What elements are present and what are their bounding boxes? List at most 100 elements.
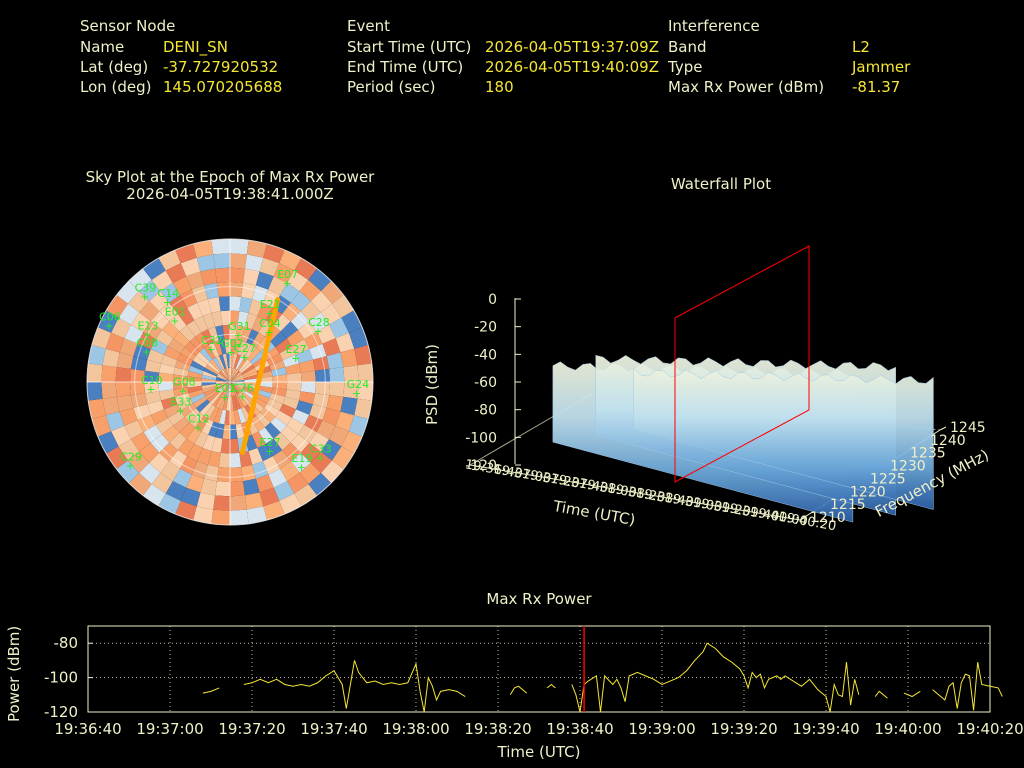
sky-cell [230,410,236,425]
sky-cell [222,395,229,411]
wf-highlight-plane [674,245,810,483]
sky-cell [212,357,223,371]
sky-cell [226,382,230,397]
sky-cell [341,431,363,454]
satellite-label: C39 [135,282,157,295]
sky-cell [192,396,208,409]
sky-cell [205,389,219,400]
sky-cell [309,343,327,360]
sky-cell [187,385,203,394]
sky-cell [195,399,210,413]
sky-cell [230,382,244,390]
sky-cell [124,324,144,344]
wf-freq-tick-label: 1235 [910,446,946,462]
sky-cell [340,396,358,416]
sky-cell [224,339,230,354]
satellite-label: C27 [234,342,256,355]
sky-cell [224,382,230,396]
satellite-label: G08 [173,375,196,388]
sky-cell [151,472,173,494]
sky-cell [237,408,247,424]
sky-cell [299,279,322,302]
sky-cell [127,290,150,313]
power-ticks: 19:36:40 19:37:00 19:37:20 19:37:40 19:38:00… [44,634,1024,738]
sensor-name-value: DENI_SN [163,38,228,56]
sky-cell [265,438,283,457]
sky-cell [216,281,230,297]
sky-cell [250,351,265,365]
sky-cell [230,382,241,394]
sky-cell [150,409,169,425]
power-line-segment [202,687,220,694]
sky-cell [230,253,247,269]
sky-cell [188,365,204,375]
sky-cell [128,473,152,496]
sky-cell [316,324,336,344]
interference-maxpower-label: Max Rx Power (dBm) [668,78,825,96]
sky-cell [230,382,245,386]
sky-cell [116,395,134,412]
sky-cell [88,344,106,366]
sky-cell [160,282,180,303]
satellite-marker: + [104,320,113,333]
sky-cell [101,365,117,382]
sky-cell [316,420,336,440]
sky-cell [91,327,112,349]
sky-cell [296,400,313,415]
sky-cell [310,290,333,313]
sky-cell [204,464,219,482]
event-period-value: 180 [485,78,514,96]
sky-cell [158,382,174,392]
sky-cell [116,280,139,304]
sky-cell [155,417,174,435]
satellite-marker: + [265,326,274,339]
sky-cell [224,368,230,382]
sky-cell [191,285,208,303]
sky-cell [217,373,230,382]
satellite-label: G02 [221,337,244,350]
sky-cell [144,382,160,394]
sky-cell [199,347,213,362]
skyplot-title: Sky Plot at the Epoch of Max Rx Power [85,168,375,186]
sky-cell [130,393,148,408]
sky-cell [207,296,221,313]
sky-cell [291,409,310,425]
wf-z-tick-label: -60 [474,375,497,391]
sky-cell [220,438,230,454]
sky-cell [340,348,358,368]
sky-cell [201,329,214,345]
sky-cell [226,367,230,382]
sky-cell [231,395,238,411]
sky-cell [256,412,271,428]
sky-cell [208,406,220,422]
sky-cell [207,451,221,468]
sky-cell [187,376,202,382]
sky-cell [244,312,258,330]
sky-cell [177,353,193,366]
sky-cell [286,329,305,347]
sky-cell [270,331,287,348]
sky-cell [230,382,236,396]
sky-cell [187,302,203,321]
sky-cell [187,382,202,388]
sky-cell [343,365,359,382]
sky-cell [291,339,310,355]
sky-cell [192,355,208,368]
power-x-tick-label: 19:36:40 [54,720,121,738]
interference-heading: Interference [668,17,760,35]
sky-cell [105,332,125,353]
satellite-marker: + [220,391,229,404]
sky-cell [144,391,161,405]
sky-cell [287,270,309,292]
sky-cell [172,276,192,296]
sky-cell [142,484,166,506]
sky-cell [209,392,222,405]
satellite-label: G31 [228,320,251,333]
sky-cell [124,420,144,440]
sky-cell [203,387,218,397]
satellite-label: E07 [277,268,298,281]
sky-cell [215,394,225,409]
sky-cell [211,509,230,525]
